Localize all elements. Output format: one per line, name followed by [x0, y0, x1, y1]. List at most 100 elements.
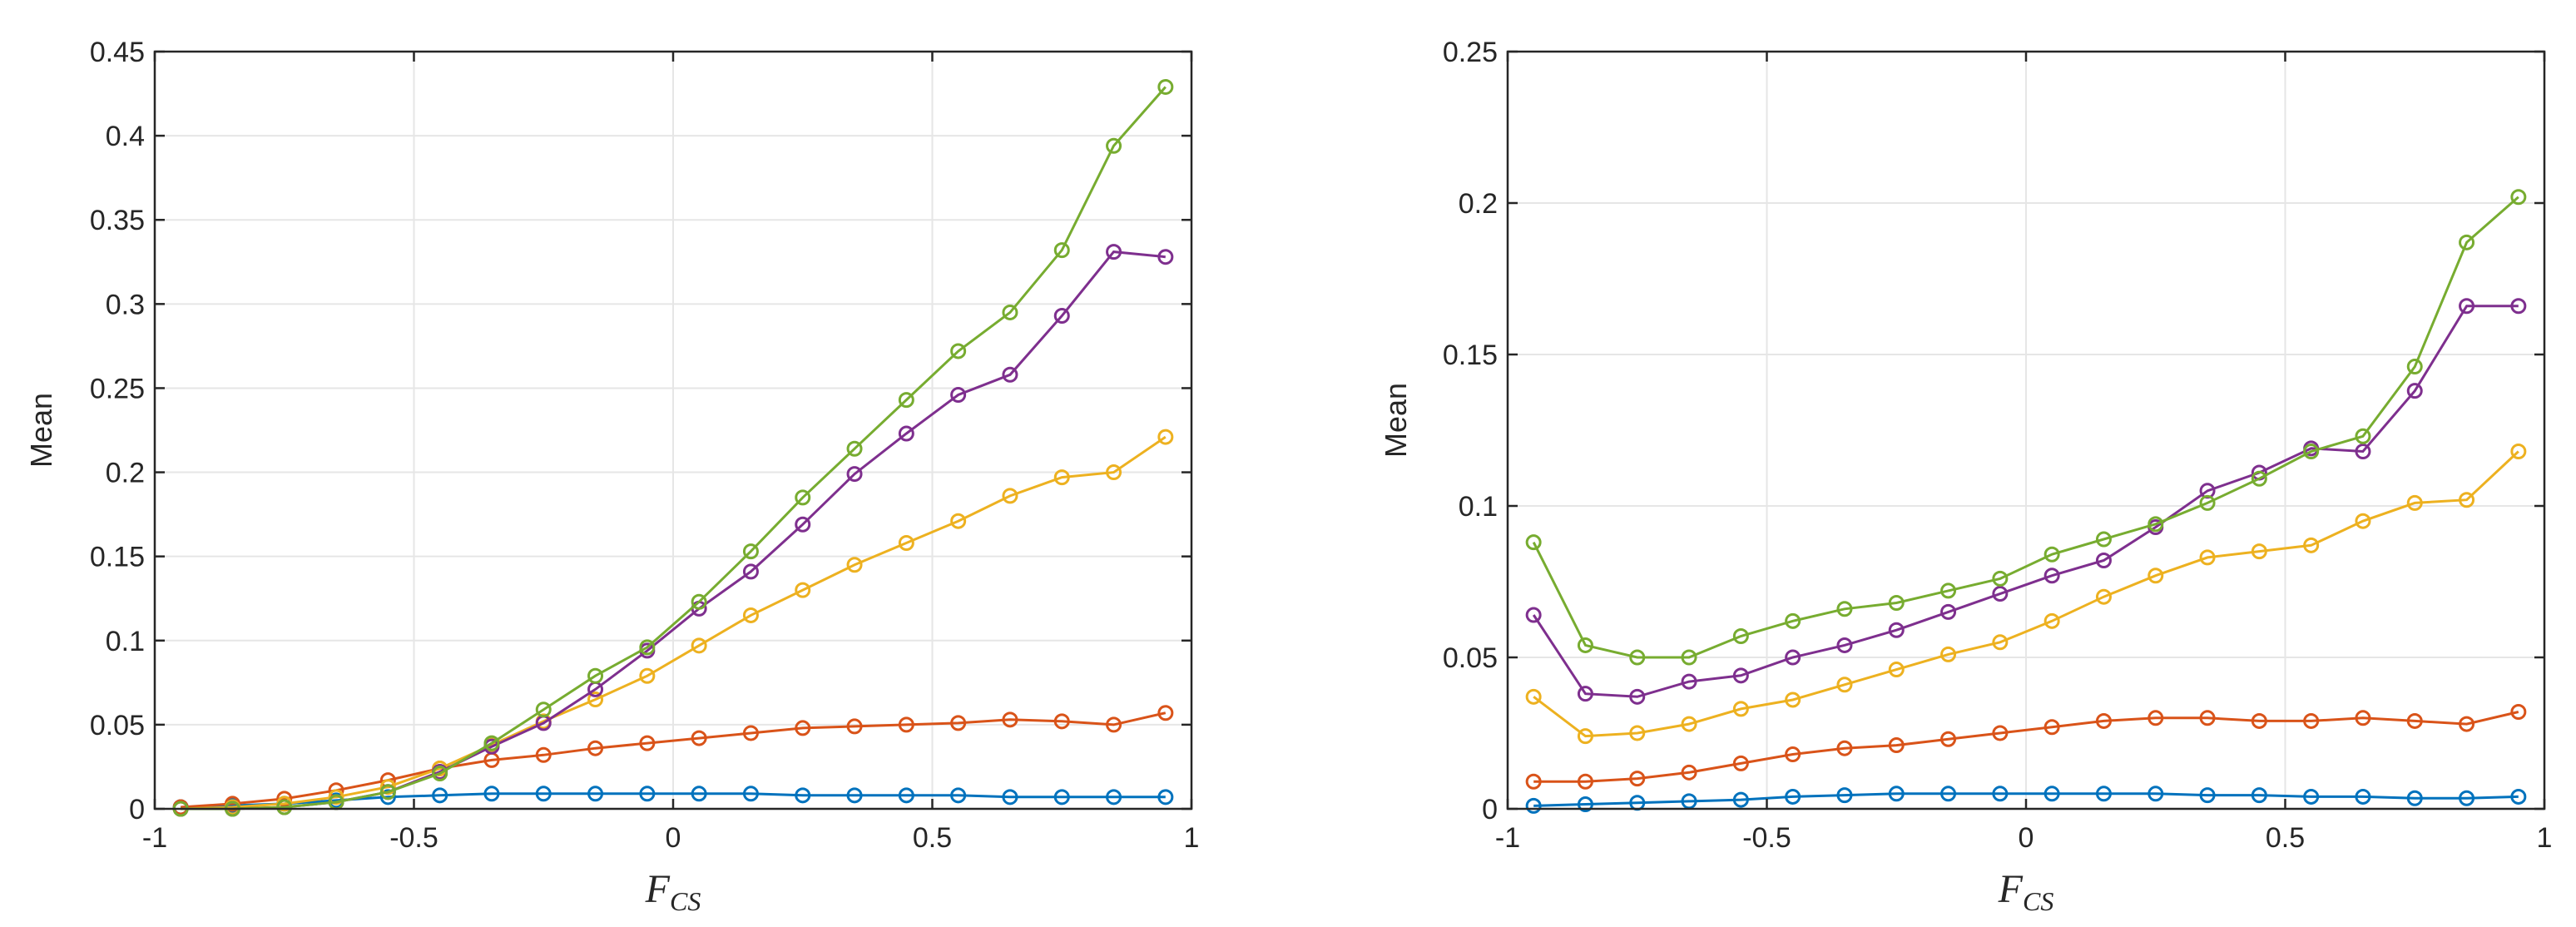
data-point-orange	[898, 716, 914, 733]
data-point-yellow	[1888, 662, 1905, 678]
data-point-green	[742, 543, 759, 560]
data-point-green	[535, 701, 552, 718]
y-tick-label: 0.25	[90, 373, 145, 404]
ylabel-left: Mean	[24, 393, 58, 468]
y-tick-label: 0.2	[1459, 188, 1498, 220]
data-point-orange	[587, 740, 604, 756]
data-point-green	[1157, 78, 1174, 95]
data-point-yellow	[1732, 701, 1749, 717]
data-point-yellow	[898, 534, 914, 551]
chart-right: -1 -0.5 0 0.5 1 0 0.05 0.1 0.15 0.2 0.25 Mean FCS	[1379, 37, 2552, 916]
data-point-yellow	[742, 607, 759, 623]
data-point-blue	[2459, 790, 2475, 806]
chart-left: -1 -0.5 0 0.5 1 0 0.05 0.1 0.15 0.2 0.25 0.3 0.35 0.4…	[24, 37, 1199, 916]
data-point-blue	[2147, 786, 2164, 802]
data-point-blue	[2303, 788, 2320, 805]
data-point-orange	[1106, 716, 1122, 733]
data-point-orange	[742, 725, 759, 741]
data-point-purple	[898, 425, 914, 442]
axes-right: -1 -0.5 0 0.5 1 0 0.05 0.1 0.15 0.2 0.25	[1443, 37, 2553, 854]
data-point-green	[2095, 531, 2112, 548]
series-line-yellow	[181, 435, 1167, 811]
series-right	[1525, 189, 2527, 814]
data-point-yellow	[587, 692, 604, 708]
data-point-purple	[1002, 366, 1018, 383]
data-point-yellow	[1002, 488, 1018, 504]
data-point-blue	[379, 789, 396, 806]
data-point-yellow	[1992, 634, 2009, 651]
xlabel-sub-left: CS	[670, 886, 701, 916]
data-point-orange	[1992, 725, 2009, 741]
y-tick-label: 0.2	[106, 458, 145, 489]
data-point-green	[898, 392, 914, 409]
data-point-orange	[2303, 712, 2320, 729]
data-point-orange	[795, 720, 811, 736]
data-point-blue	[795, 787, 811, 804]
data-point-purple	[795, 516, 811, 533]
data-point-purple	[1577, 686, 1593, 702]
data-point-orange	[1836, 740, 1853, 756]
data-point-purple	[2043, 568, 2060, 584]
data-point-yellow	[1785, 692, 1801, 708]
series-line-orange	[1533, 711, 2519, 783]
axes-left: -1 -0.5 0 0.5 1 0 0.05 0.1 0.15 0.2 0.25 0.3 0.35 0.4…	[90, 37, 1200, 854]
data-point-purple	[742, 563, 759, 580]
data-point-purple	[1992, 586, 2009, 602]
data-point-orange	[1940, 731, 1957, 747]
data-point-green	[1577, 637, 1593, 653]
data-point-purple	[2355, 443, 2371, 459]
data-point-blue	[1888, 786, 1905, 802]
data-point-orange	[2199, 710, 2216, 726]
data-point-purple	[2095, 553, 2112, 569]
series-line-blue	[1533, 792, 2519, 807]
data-point-orange	[1525, 773, 1542, 790]
data-point-purple	[1836, 637, 1853, 653]
data-point-yellow	[795, 582, 811, 598]
data-point-green	[587, 667, 604, 684]
data-point-blue	[898, 787, 914, 804]
data-point-blue	[1106, 789, 1122, 806]
data-point-orange	[2095, 712, 2112, 729]
y-tick-label: 0.3	[106, 289, 145, 320]
data-point-purple	[846, 466, 863, 483]
data-point-yellow	[691, 637, 707, 654]
x-tick-label: 1	[1184, 822, 1200, 854]
data-point-green	[2251, 470, 2267, 487]
data-point-green	[2459, 234, 2475, 250]
data-point-green	[432, 766, 448, 782]
data-point-blue	[1525, 797, 1542, 814]
data-point-green	[1992, 570, 2009, 587]
data-point-purple	[1106, 244, 1122, 260]
data-point-orange	[1785, 746, 1801, 762]
data-point-yellow	[1525, 688, 1542, 705]
data-point-blue	[639, 786, 656, 802]
data-point-green	[2355, 428, 2371, 444]
grid-left	[155, 52, 1191, 809]
data-point-purple	[2510, 298, 2527, 315]
x-tick-label: -0.5	[1742, 822, 1791, 854]
data-point-yellow	[2355, 513, 2371, 529]
data-point-green	[795, 489, 811, 506]
data-point-purple	[1732, 667, 1749, 684]
x-tick-label: 1	[2537, 822, 2553, 854]
y-tick-label: 0.05	[90, 710, 145, 741]
data-point-orange	[2406, 712, 2423, 729]
data-point-green	[950, 343, 967, 359]
y-tick-label: 0	[129, 794, 145, 825]
data-point-green	[691, 593, 707, 610]
y-tick-label: 0.4	[106, 121, 145, 152]
series-line-green	[181, 86, 1167, 811]
grid-right	[1508, 52, 2544, 809]
data-point-green	[1888, 594, 1905, 611]
xlabel-left: FCS	[645, 867, 701, 916]
data-point-purple	[1888, 622, 1905, 638]
data-point-yellow	[1629, 725, 1646, 741]
data-point-yellow	[1681, 716, 1697, 732]
ylabel-right: Mean	[1379, 383, 1413, 458]
data-point-yellow	[1577, 728, 1593, 745]
data-point-green	[1053, 242, 1070, 259]
x-tick-label: 0	[2019, 822, 2034, 854]
data-point-yellow	[2303, 537, 2320, 553]
data-point-green	[1940, 582, 1957, 599]
